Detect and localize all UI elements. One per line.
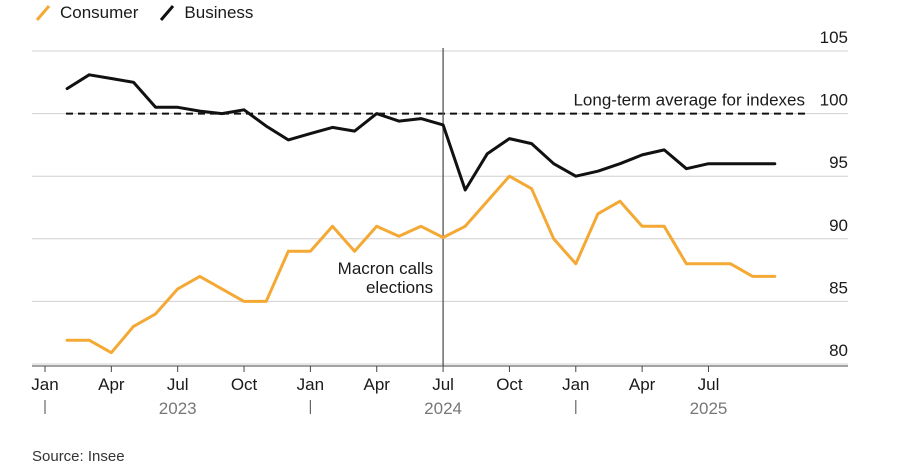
legend-item-consumer: Consumer [32, 2, 138, 24]
x-tick-label-2023-07: Jul [167, 375, 189, 394]
source-note: Source: Insee [32, 448, 125, 465]
y-tick-label-90: 90 [829, 216, 848, 235]
event-annotation: Macron calls elections [338, 48, 444, 366]
business-swatch-icon [160, 5, 175, 21]
y-tick-label-95: 95 [829, 153, 848, 172]
year-label-2024: 2024 [424, 399, 462, 418]
x-tick-label-2023-10: Oct [231, 375, 258, 394]
legend-consumer-label: Consumer [60, 3, 139, 22]
reference-line-group: Long-term average for indexes [66, 91, 808, 115]
y-tick-label-85: 85 [829, 278, 848, 297]
event-label-line-1: Macron calls [338, 259, 433, 278]
x-tick-label-2025-04: Apr [629, 375, 656, 394]
x-tick-label-2024-07: Jul [432, 375, 454, 394]
year-label-2025: 2025 [690, 399, 728, 418]
series-lines [65, 73, 777, 355]
consumer-swatch-icon [35, 5, 51, 21]
y-tick-label-105: 105 [820, 28, 848, 47]
x-tick-label-2024-10: Oct [496, 375, 523, 394]
y-tick-labels: 80 85 90 95 100 105 [820, 28, 848, 360]
series-line-business [65, 73, 777, 192]
legend: Consumer Business [32, 2, 253, 24]
x-axis: Jan Apr Jul Oct Jan Apr Jul Oct Jan Apr Jul 2023 202… [31, 365, 848, 418]
x-tick-label-2024-04: Apr [364, 375, 391, 394]
x-tick-label-2024-01: Jan [297, 375, 324, 394]
event-label-line-2: elections [366, 278, 433, 297]
x-tick-label-2025-01: Jan [562, 375, 589, 394]
year-label-2023: 2023 [159, 399, 197, 418]
long-term-average-label: Long-term average for indexes [573, 91, 805, 110]
x-tick-label-2025-07: Jul [698, 375, 720, 394]
series-line-consumer [65, 174, 777, 355]
legend-item-business: Business [156, 2, 253, 24]
x-tick-label-2023-01: Jan [31, 375, 58, 394]
y-tick-label-80: 80 [829, 341, 848, 360]
legend-business-label: Business [184, 3, 254, 22]
y-tick-label-100: 100 [820, 91, 848, 110]
x-tick-label-2023-04: Apr [98, 375, 125, 394]
